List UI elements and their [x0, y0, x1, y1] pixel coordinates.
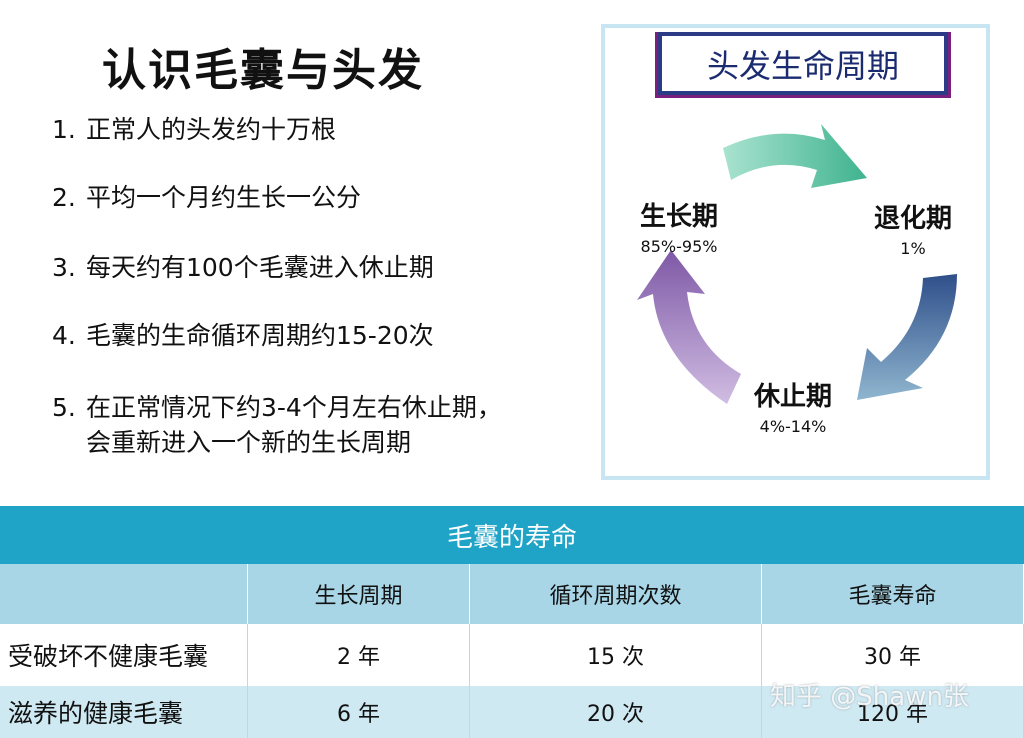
- fact-number: 2.: [52, 183, 76, 212]
- fact-text: 在正常情况下约3-4个月左右休止期，: [86, 393, 502, 422]
- arrow-regression-to-resting: [857, 274, 957, 400]
- arrow-growth-to-regression: [723, 124, 867, 188]
- table-cell: 120 年: [762, 686, 1024, 738]
- fact-text: 每天约有100个毛囊进入休止期: [86, 253, 434, 282]
- table-row: 滋养的健康毛囊 6 年 20 次 120 年: [0, 686, 1024, 738]
- table-cell: 6 年: [248, 686, 470, 738]
- phase-name: 退化期: [873, 204, 952, 234]
- phase-regression: 退化期 1%: [853, 198, 973, 258]
- watermark: 知乎 @Shawn张: [770, 682, 969, 712]
- phase-percentage: 1%: [900, 239, 926, 258]
- follicle-lifespan-table: 毛囊的寿命 生长周期 循环周期次数 毛囊寿命 受破坏不健康毛囊 2 年 15 次…: [0, 506, 1024, 738]
- table-row-label: 滋养的健康毛囊: [0, 686, 248, 738]
- fact-item: 1. 正常人的头发约十万根: [52, 112, 336, 147]
- fact-text-continuation: 会重新进入一个新的生长周期: [86, 428, 412, 457]
- table-header-cell: 循环周期次数: [470, 564, 762, 624]
- fact-item: 5. 在正常情况下约3-4个月左右休止期， 会重新进入一个新的生长周期: [52, 390, 502, 460]
- table-cell: 15 次: [470, 624, 762, 686]
- table-header-cell: 毛囊寿命: [762, 564, 1024, 624]
- fact-item: 2. 平均一个月约生长一公分: [52, 180, 361, 215]
- table-cell: 20 次: [470, 686, 762, 738]
- table-row-label: 受破坏不健康毛囊: [0, 624, 248, 686]
- phase-resting: 休止期 4%-14%: [733, 376, 853, 436]
- fact-item: 4. 毛囊的生命循环周期约15-20次: [52, 318, 434, 353]
- phase-growth: 生长期 85%-95%: [619, 196, 739, 256]
- fact-text: 毛囊的生命循环周期约15-20次: [86, 321, 434, 350]
- fact-item: 3. 每天约有100个毛囊进入休止期: [52, 250, 434, 285]
- table-header-cell: [0, 564, 248, 624]
- fact-number: 3.: [52, 253, 76, 282]
- table-cell: 30 年: [762, 624, 1024, 686]
- fact-text: 正常人的头发约十万根: [86, 115, 337, 144]
- phase-name: 休止期: [753, 382, 832, 412]
- phase-name: 生长期: [639, 202, 718, 232]
- page-title: 认识毛囊与头发: [102, 45, 424, 96]
- fact-text: 平均一个月约生长一公分: [86, 183, 362, 212]
- table-header-cell: 生长周期: [248, 564, 470, 624]
- table-header-row: 生长周期 循环周期次数 毛囊寿命: [0, 564, 1024, 624]
- table-title: 毛囊的寿命: [0, 506, 1024, 564]
- fact-number: 4.: [52, 321, 76, 350]
- hair-cycle-diagram: 头发生命周期 生长期 85%-95% 退化期 1% 休止期 4%-14%: [601, 24, 990, 480]
- fact-number: 5.: [52, 393, 76, 422]
- cycle-title: 头发生命周期: [655, 32, 951, 98]
- table-cell: 2 年: [248, 624, 470, 686]
- fact-number: 1.: [52, 115, 76, 144]
- phase-percentage: 4%-14%: [759, 417, 827, 436]
- phase-percentage: 85%-95%: [640, 237, 718, 256]
- cycle-arrows: [637, 124, 957, 404]
- arrow-resting-to-growth: [637, 250, 741, 404]
